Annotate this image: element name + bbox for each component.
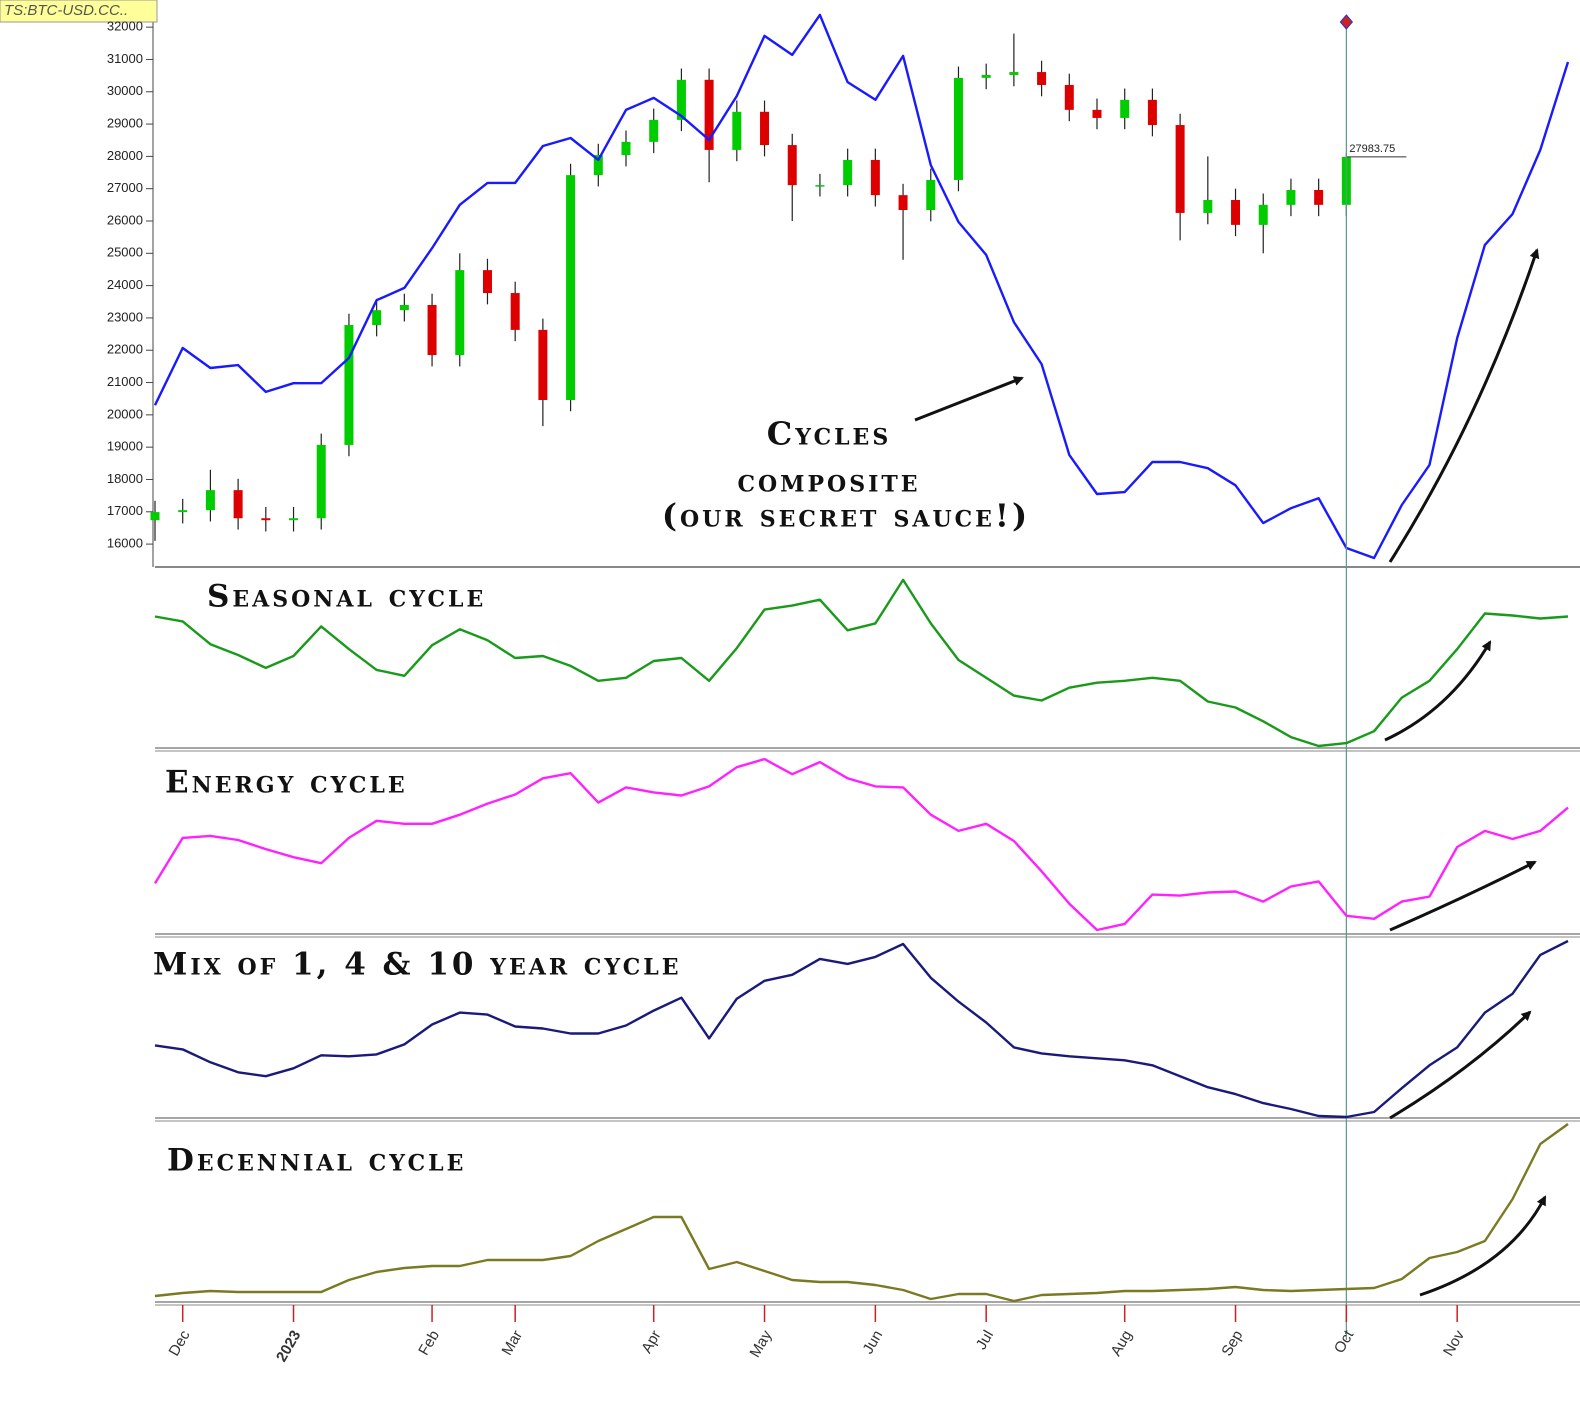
line <box>153 13 1570 560</box>
candle-body <box>953 77 963 180</box>
annotation: composite <box>737 462 920 500</box>
candle-body <box>843 159 853 186</box>
candle-body <box>1037 72 1047 85</box>
candle-body <box>205 490 215 511</box>
y-tick-label: 24000 <box>107 277 143 292</box>
panel-separators <box>152 20 1580 1306</box>
panel-title: Energy cycle <box>165 765 408 801</box>
candle-body <box>926 179 936 211</box>
ticker-box <box>0 0 158 23</box>
candle-body <box>427 305 437 356</box>
candle-body <box>455 270 465 356</box>
x-tick-label: Oct <box>1331 1327 1358 1356</box>
candle-body <box>815 185 825 187</box>
candle-body <box>178 510 188 513</box>
candle-body <box>760 111 770 146</box>
y-tick-label: 32000 <box>107 19 143 34</box>
candle-body <box>1175 125 1185 213</box>
candle-body <box>372 310 382 326</box>
panel-title: Seasonal cycle <box>207 579 486 615</box>
candle-body <box>676 79 686 120</box>
y-tick-label: 19000 <box>107 439 143 454</box>
x-tick-label: May <box>747 1327 776 1360</box>
x-tick-label: Feb <box>415 1327 443 1358</box>
candle-body <box>787 145 797 186</box>
panel-title: Decennial cycle <box>167 1143 466 1179</box>
x-tick-label: Dec <box>166 1327 194 1359</box>
x-tick-label: Mar <box>498 1327 526 1358</box>
candle-body <box>344 325 354 445</box>
candle-body <box>593 155 603 176</box>
y-tick-label: 18000 <box>107 471 143 486</box>
y-tick-label: 28000 <box>107 148 143 163</box>
candle-body <box>981 74 991 78</box>
candles <box>150 33 1351 541</box>
candle-body <box>399 305 409 311</box>
candle-body <box>1314 189 1324 205</box>
y-tick-label: 30000 <box>107 83 143 98</box>
candle-body <box>898 195 908 211</box>
candle-body <box>870 159 880 196</box>
candle-body <box>316 444 326 519</box>
annotation: Cycles <box>767 415 891 453</box>
y-tick-label: 20000 <box>107 406 143 421</box>
candle-body <box>1009 72 1019 75</box>
candle-body <box>1064 84 1074 110</box>
line <box>153 757 1569 932</box>
candle-body <box>233 490 243 519</box>
candle-body <box>732 111 742 150</box>
y-tick-label: 25000 <box>107 245 143 260</box>
candle-body <box>150 512 160 521</box>
last-price-label: 27983.75 <box>1349 143 1395 155</box>
y-tick-label: 16000 <box>107 536 143 551</box>
y-tick-label: 17000 <box>107 503 143 518</box>
panel-title: Mix of 1, 4 & 10 year cycle <box>153 947 681 983</box>
candle-body <box>1203 199 1213 213</box>
annotation: (our secret sauce!) <box>662 497 1030 535</box>
candle-body <box>1147 99 1157 126</box>
x-tick-label: Aug <box>1108 1327 1136 1359</box>
line <box>154 1123 1569 1303</box>
candle-body <box>510 293 520 330</box>
candle-body <box>1286 189 1296 205</box>
candle-body <box>621 141 631 156</box>
y-tick-label: 21000 <box>107 374 143 389</box>
candle-body <box>566 175 576 400</box>
arrows <box>914 248 1547 1297</box>
y-tick-label: 31000 <box>107 51 143 66</box>
y-tick-label: 29000 <box>107 116 143 131</box>
candle-body <box>482 270 492 294</box>
cursor-diamond <box>1339 14 1354 30</box>
line <box>154 578 1569 748</box>
y-tick-label: 27000 <box>107 180 143 195</box>
candle-body <box>649 119 659 142</box>
candle-body <box>1120 99 1130 118</box>
y-tick-label: 22000 <box>107 342 143 357</box>
candle-body <box>538 329 548 400</box>
candle-body <box>1231 199 1241 225</box>
candle-body <box>1092 109 1102 118</box>
y-tick-label: 26000 <box>107 212 143 227</box>
y-tick-label: 23000 <box>107 309 143 324</box>
x-tick-label: Apr <box>638 1327 664 1356</box>
x-tick-label: Nov <box>1440 1327 1468 1359</box>
candle-body <box>1258 204 1268 225</box>
line <box>154 939 1569 1119</box>
candle-body <box>289 518 299 521</box>
x-tick-label: Jun <box>859 1327 886 1356</box>
x-tick-label: Jul <box>973 1327 997 1352</box>
candle-body <box>704 79 714 150</box>
x-tick-label: Sep <box>1218 1327 1246 1359</box>
x-tick-label: 2023 <box>273 1327 304 1364</box>
candle-body <box>261 518 271 521</box>
ticker-label: TS:BTC-USD.CC.. <box>4 2 128 19</box>
